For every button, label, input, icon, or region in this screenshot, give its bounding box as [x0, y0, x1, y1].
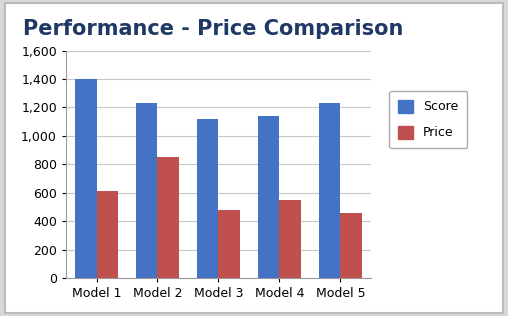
Bar — [258, 116, 279, 278]
Bar — [157, 157, 179, 278]
Bar — [279, 200, 301, 278]
Bar — [136, 103, 157, 278]
Bar — [197, 119, 218, 278]
Bar — [340, 213, 362, 278]
Text: Performance - Price Comparison: Performance - Price Comparison — [23, 19, 403, 39]
Bar — [218, 210, 240, 278]
Legend: Score, Price: Score, Price — [389, 91, 467, 148]
Bar — [97, 191, 118, 278]
Bar — [319, 103, 340, 278]
Bar — [75, 79, 97, 278]
